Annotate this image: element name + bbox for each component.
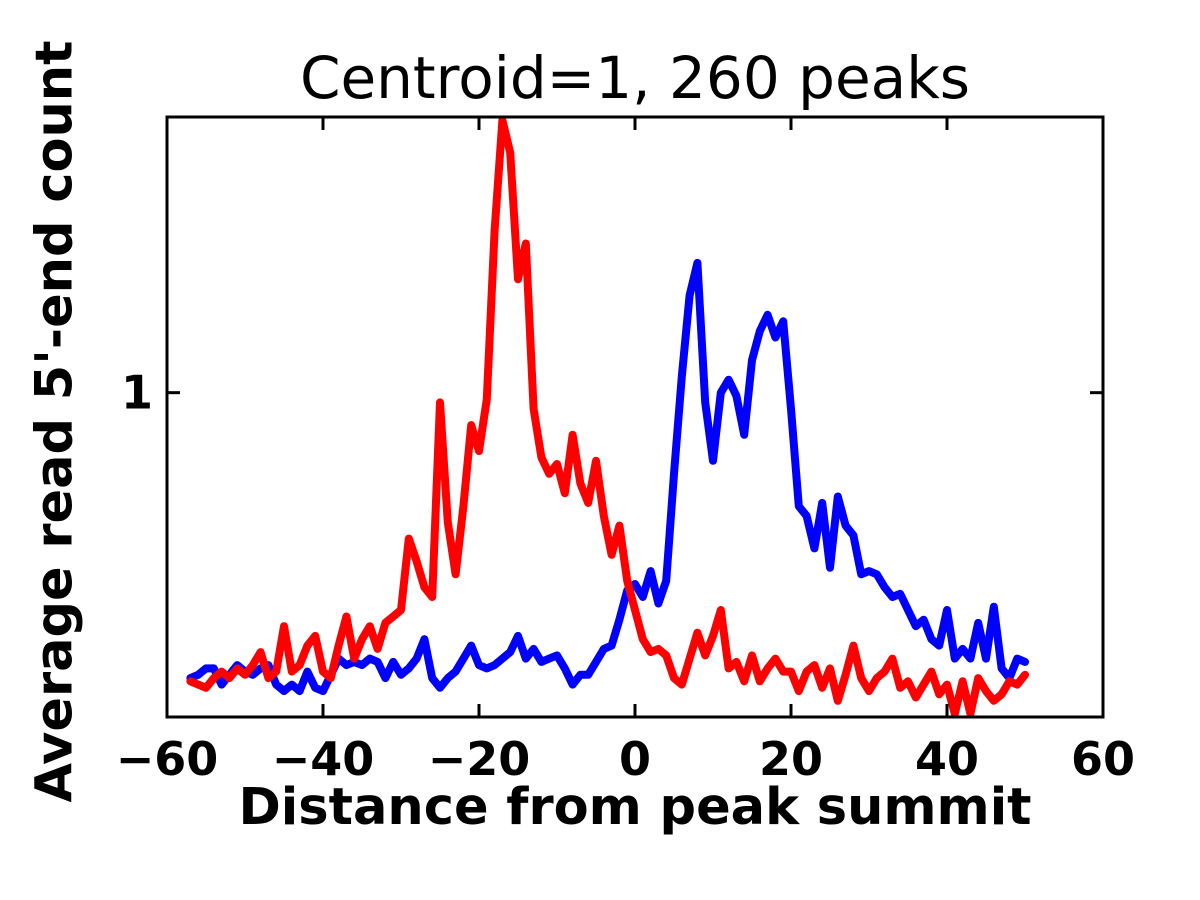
series-blue-profile-line (186, 258, 1029, 696)
chart-title: Centroid=1, 260 peaks (299, 44, 971, 112)
x-tick-label: −60 (116, 732, 219, 786)
x-axis-label: Distance from peak summit (238, 778, 1032, 837)
x-tick-label: 60 (1071, 732, 1135, 786)
y-tick-label: 1 (121, 366, 153, 420)
x-tick-label: 0 (619, 732, 651, 786)
x-tick-label: 20 (759, 732, 823, 786)
axes-frame (165, 115, 1105, 719)
y-axis-label: Average read 5'-end count (25, 40, 85, 803)
series-red-profile-line (186, 116, 1029, 718)
x-tick-label: 40 (915, 732, 979, 786)
x-tick-label: −20 (428, 732, 531, 786)
x-tick-label: −40 (272, 732, 375, 786)
